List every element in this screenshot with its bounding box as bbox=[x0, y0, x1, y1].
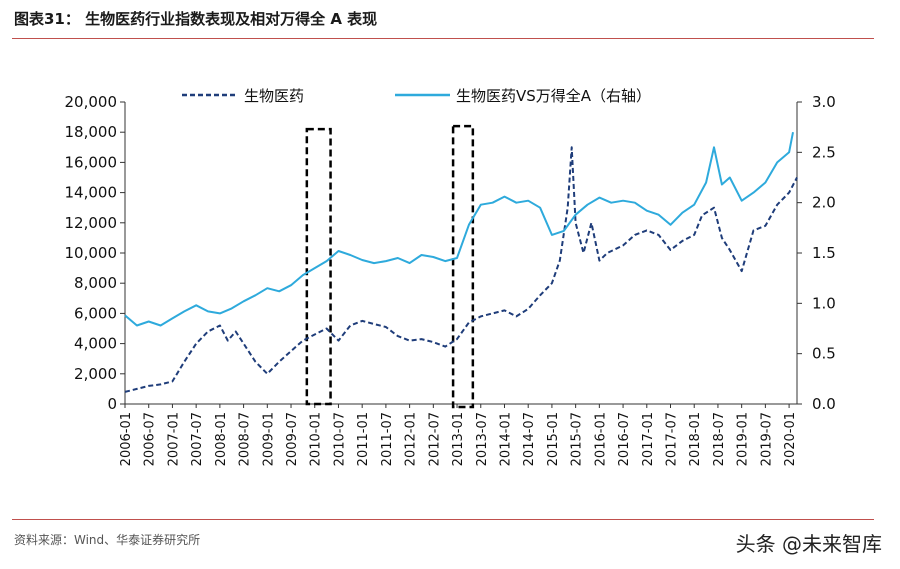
x-tick-label: 2013-01 bbox=[451, 412, 466, 466]
x-tick-label: 2010-07 bbox=[332, 412, 347, 466]
x-tick-label: 2019-07 bbox=[759, 412, 774, 466]
series-line-relative bbox=[124, 132, 794, 327]
x-tick-label: 2007-01 bbox=[166, 412, 181, 466]
y-left-tick-label: 20,000 bbox=[65, 93, 118, 111]
x-tick-label: 2014-01 bbox=[498, 412, 513, 466]
x-tick-label: 2015-07 bbox=[570, 412, 585, 466]
source-note: 资料来源：Wind、华泰证券研究所 bbox=[14, 533, 201, 547]
x-tick-label: 2017-07 bbox=[665, 412, 680, 466]
x-tick-label: 2006-01 bbox=[119, 412, 134, 466]
x-tick-label: 2011-01 bbox=[356, 412, 371, 466]
x-tick-label: 2007-07 bbox=[190, 412, 205, 466]
watermark: 头条 @未来智库 bbox=[735, 532, 882, 556]
y-left-tick-label: 18,000 bbox=[65, 123, 118, 141]
x-tick-label: 2018-07 bbox=[712, 412, 727, 466]
y-left-tick-label: 12,000 bbox=[65, 214, 118, 232]
x-tick-label: 2008-01 bbox=[214, 412, 229, 466]
y-left-tick-label: 8,000 bbox=[74, 274, 117, 292]
y-right-tick-label: 0.5 bbox=[812, 345, 836, 363]
x-tick-label: 2015-01 bbox=[546, 412, 561, 466]
x-tick-label: 2006-07 bbox=[143, 412, 158, 466]
x-tick-label: 2018-01 bbox=[688, 412, 703, 466]
y-left-tick-label: 2,000 bbox=[74, 365, 117, 383]
y-right-tick-label: 0.0 bbox=[812, 395, 836, 413]
y-right-tick-label: 1.5 bbox=[812, 244, 836, 262]
y-left-tick-label: 0 bbox=[107, 395, 117, 413]
chart-axes: 0 2,000 4,000 6,000 8,000 10,000 12,000 14,000 1… bbox=[65, 93, 836, 466]
chart-legend: 生物医药 生物医药VS万得全A（右轴） bbox=[182, 87, 651, 105]
x-tick-label: 2012-01 bbox=[404, 412, 419, 466]
figure-title: 图表31： 生物医药行业指数表现及相对万得全 A 表现 bbox=[14, 10, 378, 28]
y-left-tick-label: 16,000 bbox=[65, 153, 118, 171]
y-left-tick-label: 6,000 bbox=[74, 304, 117, 322]
bottom-rule bbox=[12, 519, 874, 520]
highlight-box bbox=[305, 127, 332, 406]
series-line-index bbox=[124, 146, 798, 393]
x-tick-label: 2011-07 bbox=[380, 412, 395, 466]
x-tick-label: 2016-07 bbox=[617, 412, 632, 466]
highlight-box bbox=[451, 124, 475, 409]
x-tick-label: 2012-07 bbox=[427, 412, 442, 466]
x-tick-label: 2009-01 bbox=[261, 412, 276, 466]
y-right-tick-label: 2.5 bbox=[812, 143, 836, 161]
x-tick-label: 2014-07 bbox=[522, 412, 537, 466]
legend-label-index: 生物医药 bbox=[244, 87, 304, 105]
x-tick-label: 2013-07 bbox=[475, 412, 490, 466]
x-tick-label: 2016-01 bbox=[593, 412, 608, 466]
y-left-tick-label: 4,000 bbox=[74, 335, 117, 353]
x-tick-label: 2017-01 bbox=[641, 412, 656, 466]
y-right-tick-label: 2.0 bbox=[812, 194, 836, 212]
highlight-boxes bbox=[305, 124, 475, 409]
top-rule bbox=[12, 38, 874, 39]
line-chart: 0 2,000 4,000 6,000 8,000 10,000 12,000 14,000 1… bbox=[65, 87, 836, 466]
x-tick-label: 2009-07 bbox=[285, 412, 300, 466]
y-right-tick-label: 3.0 bbox=[812, 93, 836, 111]
y-right-tick-label: 1.0 bbox=[812, 294, 836, 312]
x-tick-label: 2010-01 bbox=[309, 412, 324, 466]
chart-series bbox=[124, 132, 798, 393]
x-tick-label: 2008-07 bbox=[238, 412, 253, 466]
x-tick-label: 2019-01 bbox=[736, 412, 751, 466]
legend-label-relative: 生物医药VS万得全A（右轴） bbox=[456, 87, 651, 105]
y-left-tick-label: 10,000 bbox=[65, 244, 118, 262]
x-tick-label: 2020-01 bbox=[783, 412, 798, 466]
y-left-tick-label: 14,000 bbox=[65, 184, 118, 202]
